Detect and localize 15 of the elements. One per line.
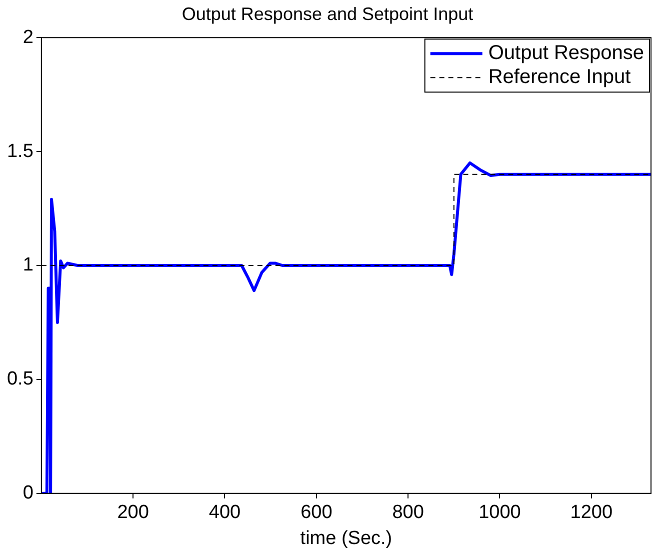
chart-title: Output Response and Setpoint Input xyxy=(182,4,474,24)
x-axis-title: time (Sec.) xyxy=(300,528,392,549)
x-tick-label: 600 xyxy=(300,502,332,524)
y-tick-label: 2 xyxy=(22,26,34,48)
legend-label: Output Response xyxy=(488,42,644,64)
x-tick-label: 800 xyxy=(392,502,424,524)
y-tick-label: 0 xyxy=(22,482,34,504)
x-tick-label: 1200 xyxy=(570,502,613,524)
x-tick-label: 1000 xyxy=(478,502,521,524)
y-tick-label: 1.5 xyxy=(6,140,34,162)
legend-label: Reference Input xyxy=(488,66,632,88)
y-tick-label: 1 xyxy=(22,254,34,276)
x-tick-label: 200 xyxy=(117,502,149,524)
x-tick-label: 400 xyxy=(208,502,241,524)
y-tick-label: 0.5 xyxy=(6,368,34,390)
